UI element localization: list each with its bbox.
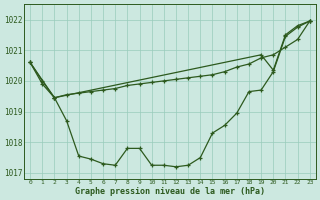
X-axis label: Graphe pression niveau de la mer (hPa): Graphe pression niveau de la mer (hPa) <box>75 187 265 196</box>
